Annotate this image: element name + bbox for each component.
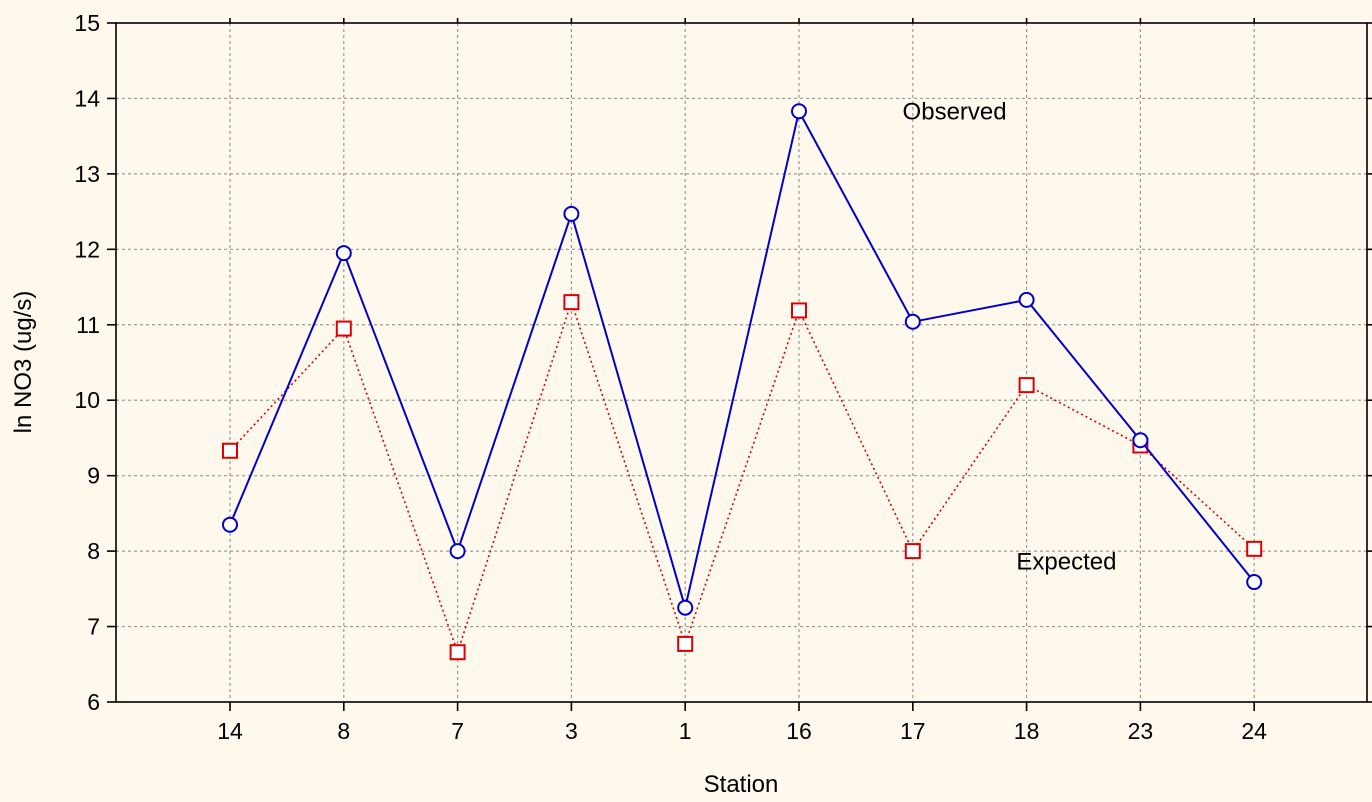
expected-point (791, 302, 807, 319)
x-tick-label: 16 (786, 718, 812, 744)
expected-point (449, 644, 466, 661)
y-tick-label: 8 (87, 538, 100, 564)
x-tick-label: 1 (679, 718, 692, 744)
expected-point (677, 635, 694, 652)
x-tick-label: 7 (451, 718, 464, 744)
x-tick-label: 17 (900, 718, 926, 744)
expected-point (563, 294, 580, 311)
y-tick-label: 12 (74, 236, 100, 262)
observed-point (222, 516, 238, 533)
x-axis-ticks: 14 8 7 3 1 16 17 18 23 24 (217, 18, 1267, 744)
y-axis-ticks: 6 7 8 9 10 11 12 13 14 15 (74, 10, 1372, 715)
y-axis-label: ln NO3 (ug/s) (10, 291, 37, 434)
expected-point (1246, 540, 1263, 557)
x-tick-label: 14 (217, 718, 243, 744)
x-tick-label: 8 (337, 718, 350, 744)
expected-point (335, 320, 352, 337)
expected-point (1018, 377, 1035, 394)
observed-point (677, 599, 694, 616)
x-tick-label: 24 (1241, 718, 1267, 744)
observed-point (791, 103, 807, 120)
grid-lines (116, 23, 1367, 702)
annotations: Observed Expected (903, 98, 1117, 575)
observed-series-line (229, 108, 1255, 612)
y-tick-label: 7 (87, 614, 100, 640)
x-tick-label: 18 (1014, 718, 1040, 744)
y-tick-label: 14 (74, 85, 100, 111)
y-tick-label: 11 (76, 312, 100, 338)
observed-point (904, 313, 921, 330)
expected-point (904, 543, 921, 560)
observed-point (335, 245, 352, 262)
annotation-observed: Observed (903, 98, 1007, 125)
observed-point (1132, 432, 1149, 449)
y-tick-label: 10 (74, 387, 100, 413)
series-layer (222, 103, 1263, 661)
y-tick-label: 6 (87, 689, 100, 715)
y-tick-label: 15 (74, 10, 100, 36)
annotation-expected: Expected (1016, 549, 1116, 576)
x-tick-label: 23 (1128, 718, 1154, 744)
x-axis-label: Station (704, 771, 779, 798)
observed-point (449, 543, 466, 560)
observed-point (1018, 291, 1035, 308)
y-tick-label: 9 (87, 463, 100, 489)
x-tick-label: 3 (565, 718, 578, 744)
expected-point (222, 442, 238, 459)
y-tick-label: 13 (74, 161, 100, 187)
plot-area-frame (115, 22, 1368, 703)
observed-point (563, 205, 580, 222)
observed-point (1246, 574, 1263, 591)
